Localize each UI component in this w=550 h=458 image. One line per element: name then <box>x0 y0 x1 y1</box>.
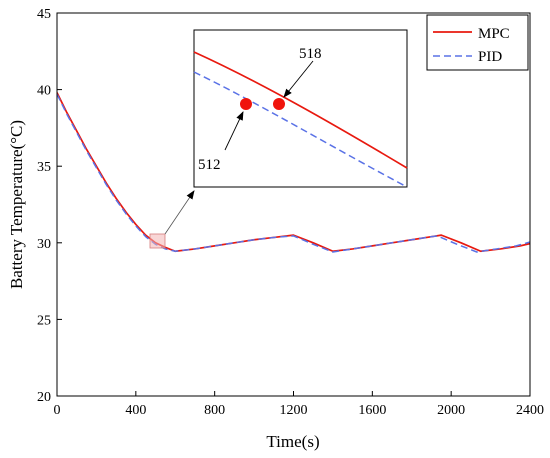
x-tick-label: 2000 <box>437 403 465 418</box>
inset-pid-line <box>193 71 408 188</box>
legend: MPC PID <box>426 14 529 71</box>
zoom-connector-arrow <box>164 190 195 235</box>
y-tick-label: 30 <box>37 237 51 252</box>
annotation-label-518: 518 <box>299 46 322 62</box>
inset-zoom: 518 512 <box>193 29 408 188</box>
inset-mpc-line <box>193 51 408 169</box>
x-tick-label: 800 <box>204 403 225 418</box>
y-axis-label: Battery Temperature(°C) <box>7 120 26 289</box>
legend-box <box>426 14 529 71</box>
y-tick-label: 20 <box>37 390 51 405</box>
inset-marker-mpc <box>273 98 285 110</box>
y-tick-label: 35 <box>37 160 51 175</box>
inset-marker-pid <box>240 98 252 110</box>
x-tick-label: 0 <box>54 403 61 418</box>
series-line-pid <box>57 93 530 253</box>
annotation-arrow-512 <box>224 111 244 151</box>
x-tick-label: 400 <box>125 403 146 418</box>
y-tick-label: 45 <box>37 7 51 22</box>
zoom-source-box <box>149 233 166 249</box>
annotation-label-512: 512 <box>198 157 221 173</box>
annotation-arrow-518 <box>283 60 314 98</box>
inset-frame <box>193 29 408 188</box>
series-line-mpc <box>57 92 530 253</box>
x-tick-label: 1600 <box>358 403 386 418</box>
x-axis-label: Time(s) <box>266 432 319 451</box>
legend-label-mpc: MPC <box>478 26 510 42</box>
ticks-layer: 0 400 800 1200 1600 2000 2400 20 25 30 35 40 45 <box>37 7 544 418</box>
series-layer <box>57 92 530 253</box>
plot-frame <box>56 12 531 397</box>
y-tick-label: 40 <box>37 84 51 99</box>
legend-label-pid: PID <box>478 49 502 65</box>
x-tick-label: 2400 <box>516 403 544 418</box>
y-tick-label: 25 <box>37 313 51 328</box>
x-tick-label: 1200 <box>280 403 308 418</box>
